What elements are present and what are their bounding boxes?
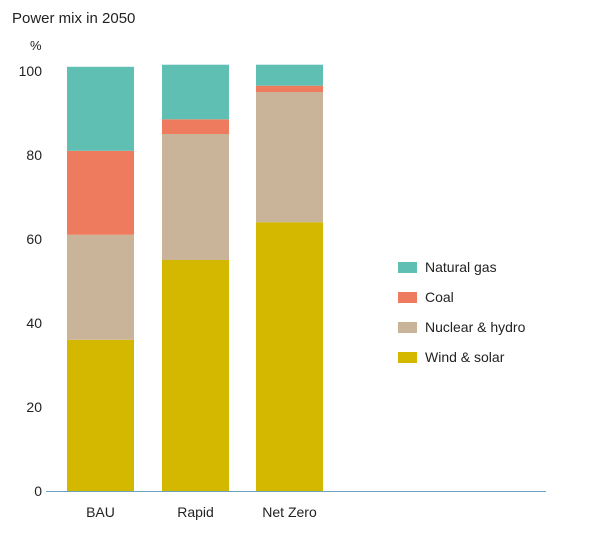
legend-label: Nuclear & hydro [425,319,526,335]
bar-segment-coal-net-zero [256,85,323,92]
y-axis-unit-label: % [30,38,42,53]
y-tick-label: 60 [26,231,42,247]
legend-item: Wind & solar [398,342,525,372]
legend-swatch [398,321,417,333]
y-tick-label: 100 [19,63,43,79]
legend-label: Wind & solar [425,349,505,365]
legend-item: Natural gas [398,252,525,282]
legend-swatch [398,351,417,363]
legend-item: Coal [398,282,525,312]
bar-segment-nuclear-hydro-net-zero [256,92,323,223]
chart-title: Power mix in 2050 [12,10,136,27]
x-tick-label: BAU [86,504,115,520]
bar-segment-natural-gas-bau [67,66,134,151]
legend-item: Nuclear & hydro [398,312,525,342]
bar-segment-wind-solar-net-zero [256,222,323,491]
bar-segment-coal-rapid [162,119,229,134]
y-tick-label: 0 [34,483,42,499]
bar-segment-wind-solar-bau [67,339,134,491]
bar-segment-natural-gas-rapid [162,64,229,120]
bar-segment-coal-bau [67,150,134,235]
bar-segment-wind-solar-rapid [162,260,229,491]
bar-segment-natural-gas-net-zero [256,64,323,86]
y-tick-label: 40 [26,315,42,331]
y-tick-label: 20 [26,399,42,415]
chart-legend: Natural gas Coal Nuclear & hydro Wind & sol… [398,252,525,372]
legend-swatch [398,291,417,303]
bar-segment-nuclear-hydro-bau [67,234,134,340]
legend-label: Natural gas [425,259,497,275]
x-tick-label: Net Zero [262,504,317,520]
x-tick-label: Rapid [177,504,214,520]
legend-swatch [398,261,417,273]
y-tick-label: 80 [26,147,42,163]
bar-segment-nuclear-hydro-rapid [162,134,229,260]
legend-label: Coal [425,289,454,305]
